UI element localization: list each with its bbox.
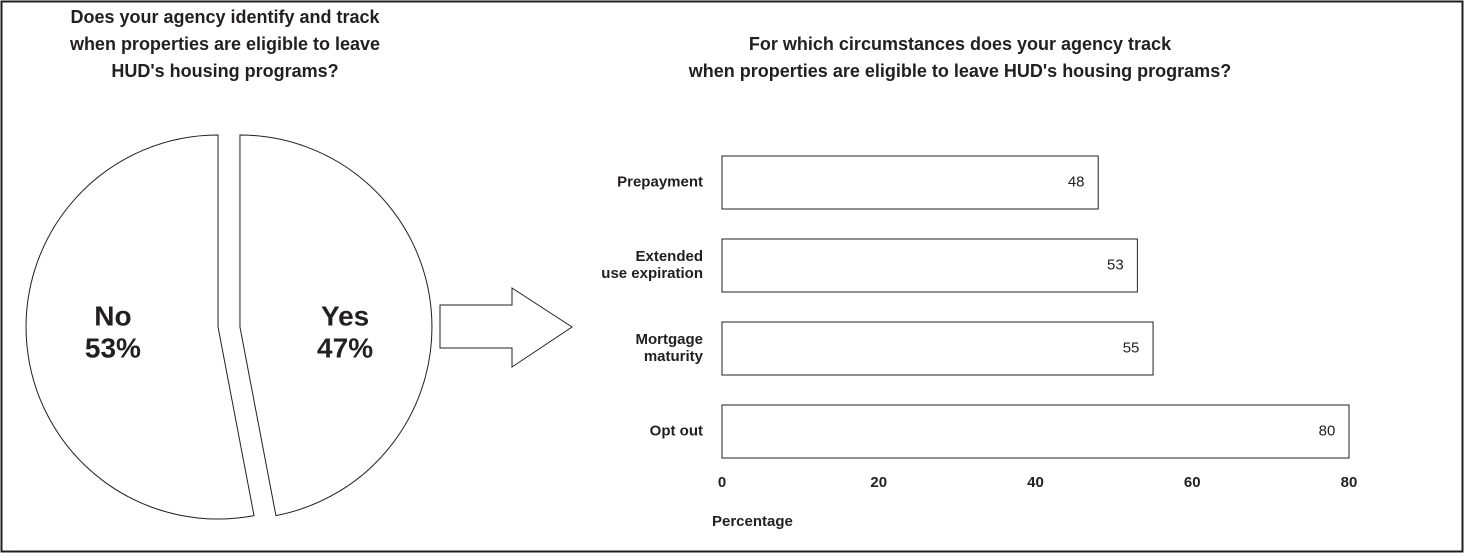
x-tick-label: 80 bbox=[1341, 474, 1358, 491]
chart-title: Does your agency identify and track bbox=[70, 7, 380, 27]
slice-value: 53% bbox=[85, 332, 141, 363]
chart-title: when properties are eligible to leave HU… bbox=[688, 61, 1231, 81]
x-tick-label: 40 bbox=[1027, 474, 1044, 491]
pie-slice bbox=[25, 134, 255, 520]
value-label: 55 bbox=[1123, 339, 1140, 356]
chart-title: For which circumstances does your agency… bbox=[749, 34, 1172, 54]
arrow bbox=[439, 287, 573, 368]
pie-slice bbox=[239, 134, 433, 517]
y-tick-label: Opt out bbox=[650, 422, 703, 439]
x-tick-label: 20 bbox=[870, 474, 887, 491]
chart-title: when properties are eligible to leave bbox=[69, 34, 380, 54]
bar bbox=[721, 404, 1350, 459]
y-tick-label: Mortgage maturity bbox=[636, 331, 704, 365]
bar bbox=[721, 321, 1154, 376]
x-axis-label: Percentage bbox=[712, 513, 793, 530]
slice-label: Yes bbox=[321, 300, 369, 331]
chart-title: HUD's housing programs? bbox=[111, 61, 338, 81]
bar bbox=[721, 155, 1099, 210]
x-tick-label: 60 bbox=[1184, 474, 1201, 491]
bar bbox=[721, 238, 1138, 293]
slice-value: 47% bbox=[317, 332, 373, 363]
value-label: 80 bbox=[1319, 422, 1336, 439]
y-tick-label: Prepayment bbox=[617, 173, 703, 190]
value-label: 48 bbox=[1068, 173, 1085, 190]
slice-label: No bbox=[94, 300, 131, 331]
x-tick-label: 0 bbox=[718, 474, 726, 491]
y-tick-label: Extended use expiration bbox=[601, 248, 703, 282]
value-label: 53 bbox=[1107, 256, 1124, 273]
